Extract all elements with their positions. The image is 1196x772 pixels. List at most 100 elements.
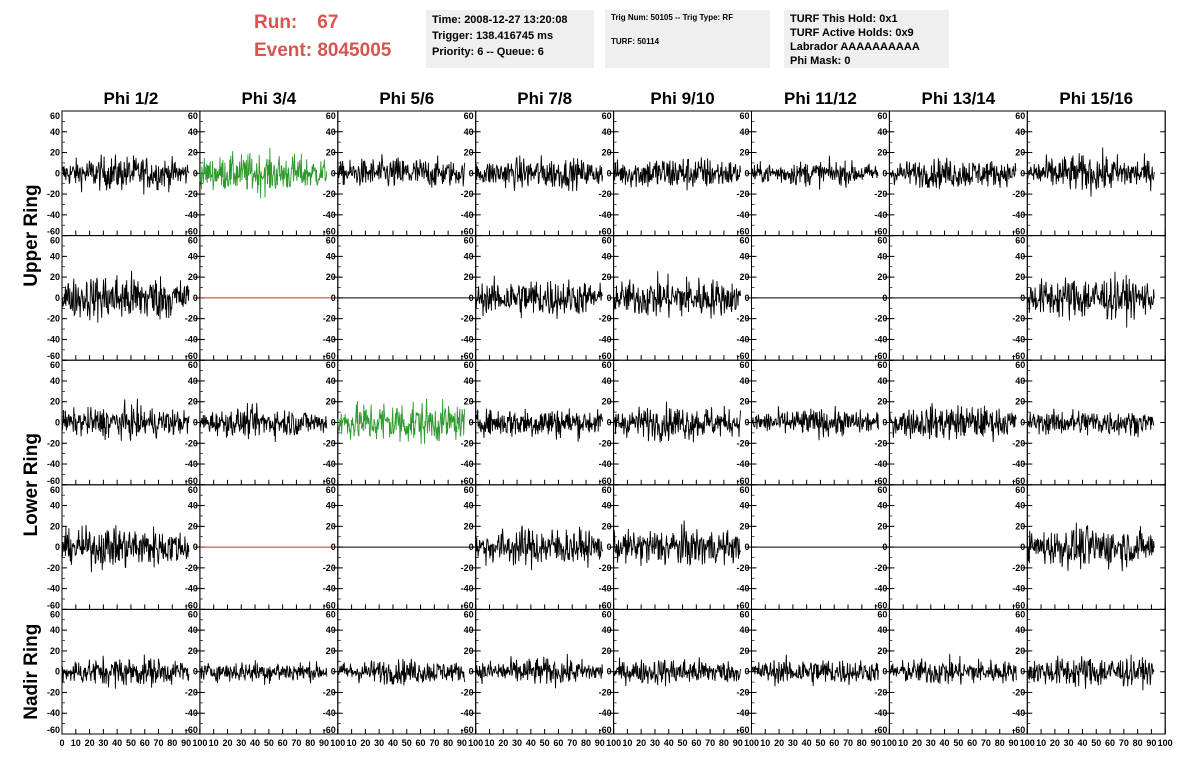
y-tick-label: -60 (874, 725, 887, 735)
y-tick-label: -40 (47, 210, 60, 220)
x-tick-label: 50 (953, 738, 963, 748)
waveform-line (475, 408, 604, 442)
waveform-line (475, 275, 603, 319)
y-tick-label: 40 (1015, 251, 1025, 261)
y-tick-label: 20 (1015, 272, 1025, 282)
y-tick-label: 60 (464, 609, 474, 619)
y-tick-label: 60 (739, 111, 749, 121)
y-tick-label: 0 (607, 667, 612, 677)
x-tick-label: 100 (468, 738, 483, 748)
y-tick-label: -20 (185, 563, 198, 573)
y-tick-label: -20 (323, 438, 336, 448)
x-tick-label: 80 (995, 738, 1005, 748)
y-tick-label: 20 (1015, 521, 1025, 531)
y-tick-label: -60 (47, 476, 60, 486)
y-tick-label: 20 (877, 148, 887, 158)
y-tick-label: 60 (1015, 360, 1025, 370)
y-tick-label: 60 (739, 485, 749, 495)
y-tick-label: 60 (739, 609, 749, 619)
x-tick-label: 40 (664, 738, 674, 748)
y-tick-label: 20 (188, 521, 198, 531)
x-tick-label: 0 (59, 738, 64, 748)
y-tick-label: -40 (323, 210, 336, 220)
y-tick-label: -60 (599, 476, 612, 486)
event-number: 8045005 (317, 40, 392, 61)
y-tick-label: -20 (185, 314, 198, 324)
y-tick-label: 40 (326, 127, 336, 137)
waveform-line (1026, 654, 1155, 691)
y-tick-label: 20 (877, 521, 887, 531)
x-tick-label: 90 (457, 738, 467, 748)
x-tick-label: 30 (236, 738, 246, 748)
x-tick-label: 30 (1064, 738, 1074, 748)
run-label: Run: 67 (254, 12, 338, 34)
y-tick-label: 0 (331, 168, 336, 178)
y-tick-label: -40 (599, 210, 612, 220)
y-tick-label: -60 (599, 725, 612, 735)
y-tick-label: 20 (188, 272, 198, 282)
y-tick-label: -40 (185, 334, 198, 344)
y-tick-label: -40 (185, 210, 198, 220)
y-tick-label: -20 (323, 687, 336, 697)
y-tick-label: 40 (877, 376, 887, 386)
y-tick-label: 40 (464, 501, 474, 511)
y-tick-label: 20 (602, 521, 612, 531)
y-tick-label: -60 (736, 351, 749, 361)
x-tick-label: 30 (98, 738, 108, 748)
y-tick-label: -20 (599, 438, 612, 448)
turf-this-hold-line: TURF This Hold: 0x1 (790, 13, 898, 25)
y-tick-label: -60 (1012, 725, 1025, 735)
x-tick-label: 90 (1146, 738, 1156, 748)
x-tick-label: 40 (112, 738, 122, 748)
column-label-1: Phi 1/2 (104, 89, 159, 108)
x-tick-label: 20 (85, 738, 95, 748)
waveform-line (751, 155, 879, 190)
y-tick-label: 20 (877, 397, 887, 407)
x-tick-label: 60 (691, 738, 701, 748)
y-tick-label: -60 (1012, 600, 1025, 610)
waveform-line (613, 271, 741, 319)
x-tick-label: 100 (1158, 738, 1173, 748)
y-tick-label: 60 (326, 485, 336, 495)
y-tick-label: -20 (47, 563, 60, 573)
y-tick-label: 0 (469, 542, 474, 552)
x-tick-label: 10 (209, 738, 219, 748)
y-tick-label: -40 (736, 210, 749, 220)
y-tick-label: -60 (185, 227, 198, 237)
y-tick-label: 0 (331, 293, 336, 303)
y-tick-label: -40 (461, 210, 474, 220)
y-tick-label: 40 (739, 127, 749, 137)
y-tick-label: 20 (326, 521, 336, 531)
y-tick-label: 40 (188, 251, 198, 261)
x-tick-label: 10 (484, 738, 494, 748)
event-label: Event: 8045005 (254, 40, 391, 62)
x-tick-label: 10 (898, 738, 908, 748)
turf-hold-box: TURF This Hold: 0x1 TURF Active Holds: 0… (784, 10, 949, 68)
y-tick-label: 20 (50, 148, 60, 158)
y-tick-label: -20 (1012, 438, 1025, 448)
x-tick-label: 60 (278, 738, 288, 748)
y-tick-label: 40 (464, 376, 474, 386)
y-tick-label: -40 (874, 584, 887, 594)
y-tick-label: -20 (1012, 687, 1025, 697)
y-tick-label: -40 (1012, 459, 1025, 469)
y-tick-label: -20 (323, 189, 336, 199)
y-tick-label: -60 (461, 725, 474, 735)
y-tick-label: 40 (877, 127, 887, 137)
y-tick-label: -20 (47, 438, 60, 448)
y-tick-label: -40 (874, 210, 887, 220)
y-tick-label: -60 (323, 725, 336, 735)
x-tick-label: 30 (788, 738, 798, 748)
y-tick-label: 20 (739, 148, 749, 158)
column-label-7: Phi 13/14 (921, 89, 995, 108)
waveform-line (337, 398, 466, 445)
x-tick-label: 70 (154, 738, 164, 748)
x-tick-label: 80 (1133, 738, 1143, 748)
y-tick-label: 40 (1015, 625, 1025, 635)
y-tick-label: -60 (1012, 227, 1025, 237)
y-tick-label: -60 (185, 725, 198, 735)
y-tick-label: -40 (185, 584, 198, 594)
y-tick-label: 40 (602, 127, 612, 137)
y-tick-label: -40 (47, 708, 60, 718)
y-tick-label: 0 (744, 418, 749, 428)
